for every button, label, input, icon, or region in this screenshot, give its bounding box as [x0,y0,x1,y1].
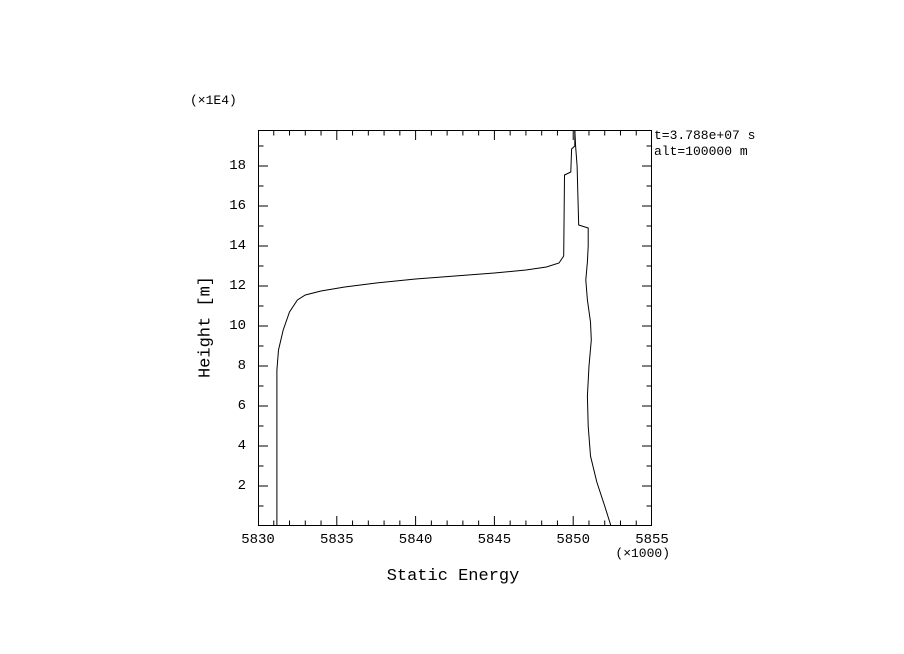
x-axis-title: Static Energy [386,567,520,586]
y-tick-label: 8 [237,358,246,374]
x-tick-label: 5835 [319,532,354,548]
x-tick-label: 5830 [241,532,275,548]
x-tick-label: 5850 [556,532,590,548]
y-tick-label: 6 [237,398,246,414]
y-axis-scale-label: (×1E4) [190,93,237,108]
y-tick-label: 4 [237,438,246,454]
annotation-time: t=3.788e+07 s [654,128,756,143]
y-tick-label: 14 [229,238,246,254]
y-tick-label: 16 [229,198,246,214]
y-tick-label: 12 [229,278,246,294]
x-tick-label: 5840 [398,532,433,548]
y-tick-label: 10 [229,318,246,334]
plot-area [258,130,652,526]
annotation-altitude: alt=100000 m [654,144,748,159]
y-tick-label: 18 [229,158,246,174]
series-profile-right [574,130,612,526]
series-profile-left [276,130,576,526]
axes-frame [258,130,652,526]
x-tick-label: 5855 [635,532,669,548]
y-tick-label: 2 [237,478,246,494]
x-axis-scale-label: (×1000) [615,546,670,561]
x-tick-label: 5845 [477,532,512,548]
